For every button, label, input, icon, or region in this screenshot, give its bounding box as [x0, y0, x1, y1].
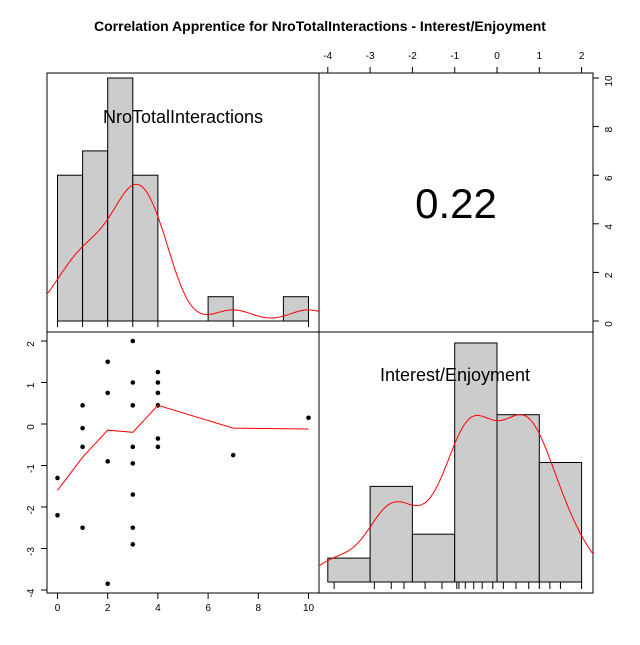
top-axis-tick-label: -4: [323, 51, 332, 62]
right-axis-tick-label: 2: [604, 272, 615, 278]
left-axis-tick-label: -4: [26, 588, 37, 597]
scatter-point: [55, 475, 60, 481]
scatter-point: [105, 390, 110, 396]
histogram-bar: [369, 485, 413, 583]
left-axis-tick-label: -3: [26, 547, 37, 556]
scatter-point: [155, 444, 161, 450]
scatter-point: [230, 452, 236, 458]
histogram-bar: [496, 414, 540, 583]
panel-frame-br: [318, 331, 594, 594]
top-axis-tick-label: -2: [408, 51, 417, 62]
top-axis-tick-label: -3: [366, 51, 375, 62]
scatter-point: [105, 459, 110, 464]
scatter-point: [155, 369, 161, 375]
correlation-value: 0.22: [415, 180, 497, 227]
variable-label: NroTotalInteractions: [103, 107, 263, 127]
histogram-bar: [57, 174, 84, 322]
histogram-bar: [327, 557, 371, 583]
bottom-axis-tick-label: 10: [303, 603, 315, 614]
scatter-point: [80, 444, 85, 450]
histogram-bar: [411, 533, 456, 583]
right-axis-tick-label: 4: [604, 224, 615, 230]
scatter-point: [130, 338, 136, 344]
histogram-bar: [82, 150, 109, 322]
panel-frame-bl: [46, 331, 320, 594]
bottom-axis-tick-label: 8: [256, 603, 262, 614]
scatter-point: [155, 390, 161, 396]
bottom-axis-tick-label: 4: [155, 603, 161, 614]
scatter-point: [130, 444, 136, 450]
histogram-bar: [454, 342, 498, 583]
bottom-axis-tick-label: 6: [205, 603, 211, 614]
density-curve: [47, 183, 319, 319]
left-axis-tick-label: 0: [26, 424, 37, 430]
scatter-point: [130, 403, 136, 408]
variable-label: Interest/Enjoyment: [380, 365, 530, 385]
left-axis-tick-label: -2: [26, 505, 37, 514]
bottom-axis-tick-label: 0: [55, 603, 61, 614]
histogram-bar: [207, 296, 234, 322]
scatter-point: [130, 461, 136, 466]
smoother-line: [57, 404, 309, 491]
scatter-point: [306, 415, 311, 421]
top-axis-tick-label: 1: [537, 51, 543, 62]
scatter-point: [155, 380, 161, 385]
density-curve: [319, 414, 593, 567]
scatter-point: [80, 425, 85, 431]
bottom-axis-tick-label: 2: [105, 603, 111, 614]
chart-title: Correlation Apprentice for NroTotalInter…: [94, 18, 546, 34]
scatter-point: [130, 380, 136, 385]
left-axis-tick-label: -1: [26, 464, 37, 473]
scatter-point: [80, 525, 85, 531]
top-axis-tick-label: -1: [450, 51, 459, 62]
scatter-point: [55, 513, 60, 518]
scatter-point: [80, 403, 85, 408]
top-axis-tick-label: 2: [579, 51, 585, 62]
scatter-point: [130, 542, 136, 547]
left-axis-tick-label: 1: [26, 382, 37, 388]
top-axis-tick-label: 0: [494, 51, 500, 62]
right-axis-tick-label: 10: [604, 75, 615, 87]
scatter-point: [155, 436, 161, 441]
scatter-point: [130, 525, 136, 531]
histogram-bar: [282, 296, 309, 322]
right-axis-tick-label: 8: [604, 126, 615, 132]
right-axis-tick-label: 0: [604, 321, 615, 327]
scatter-point: [130, 492, 136, 497]
left-axis-tick-label: 2: [26, 341, 37, 347]
right-axis-tick-label: 6: [604, 175, 615, 181]
scatter-point: [105, 359, 110, 365]
scatter-point: [105, 581, 110, 587]
histogram-bar: [132, 174, 159, 322]
